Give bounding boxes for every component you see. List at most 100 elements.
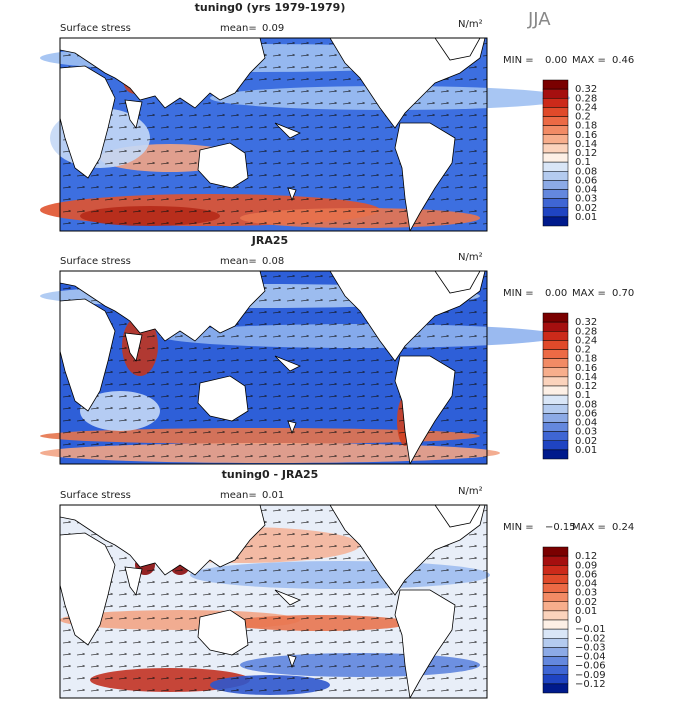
colorbar-swatch <box>542 628 569 639</box>
colorbar-swatch <box>542 592 569 602</box>
colorbar-label: 0.04 <box>575 418 597 429</box>
max-value: 0.46 <box>612 55 634 66</box>
colorbar-label: 0.1 <box>575 157 591 168</box>
colorbar-swatch <box>542 656 569 666</box>
min-value: 0.00 <box>545 55 567 66</box>
colorbar-label: 0.28 <box>575 326 597 337</box>
colorbar-swatch <box>542 665 569 675</box>
colorbar-label: −0.06 <box>575 661 606 672</box>
panel-title: tuning0 (yrs 1979-1979) <box>195 1 346 14</box>
max-value: 0.70 <box>612 288 634 299</box>
colorbar-swatch <box>542 98 569 108</box>
colorbar-swatch <box>542 583 569 593</box>
colorbar-swatch <box>542 422 569 432</box>
max-value: 0.24 <box>612 522 634 533</box>
colorbar-label: 0.03 <box>575 194 597 205</box>
colorbar-swatch <box>542 546 569 557</box>
colorbar-label: 0.14 <box>575 139 597 150</box>
units-label: N/m² <box>458 486 483 497</box>
mean-value: 0.09 <box>262 23 284 34</box>
colorbar-label: 0.1 <box>575 390 591 401</box>
colorbar-swatch <box>542 143 569 154</box>
colorbar-swatch <box>542 349 569 359</box>
map <box>59 504 490 699</box>
colorbar-label: 0.24 <box>575 102 597 113</box>
colorbar-swatch <box>542 125 569 135</box>
colorbar-label: 0.12 <box>575 148 597 159</box>
variable-label: Surface stress <box>60 256 131 267</box>
colorbar-swatch <box>542 134 569 145</box>
colorbar-swatch <box>542 574 569 584</box>
colorbar-swatch <box>542 88 569 99</box>
colorbar-label: 0.18 <box>575 354 597 365</box>
map-frame <box>59 504 488 699</box>
colorbar-label: 0.06 <box>575 569 597 580</box>
colorbar-swatch <box>542 331 569 341</box>
min-label: MIN = <box>503 55 534 66</box>
min-value: 0.00 <box>545 288 567 299</box>
max-label: MAX = <box>572 55 606 66</box>
colorbar-swatch <box>542 216 569 227</box>
panel: tuning0 (yrs 1979-1979) Surface stress mea… <box>40 1 634 232</box>
mean-value: 0.01 <box>262 490 284 501</box>
colorbar-label: 0.04 <box>575 185 597 196</box>
mean-label: mean= <box>220 490 257 501</box>
colorbar-label: 0 <box>575 615 581 626</box>
colorbar-label: 0.02 <box>575 597 597 608</box>
units-label: N/m² <box>458 252 483 263</box>
panel-title: JRA25 <box>251 234 288 247</box>
colorbar-label: −0.12 <box>575 679 606 690</box>
colorbar-swatch <box>542 358 569 368</box>
panel: JRA25 Surface stress mean= 0.08 N/m² MIN = 0.0… <box>40 234 634 465</box>
colorbar-label: 0.2 <box>575 345 591 356</box>
colorbar-swatch <box>542 394 569 405</box>
colorbar-swatch <box>542 619 569 630</box>
mean-label: mean= <box>220 23 257 34</box>
max-label: MAX = <box>572 288 606 299</box>
map-frame <box>59 37 488 232</box>
colorbar-label: −0.03 <box>575 642 606 653</box>
colorbar-swatch <box>542 189 569 199</box>
colorbar-label: 0.16 <box>575 363 597 374</box>
colorbar-label: 0.02 <box>575 203 597 214</box>
colorbar-label: 0.06 <box>575 408 597 419</box>
colorbar-label: 0.03 <box>575 427 597 438</box>
colorbar-swatch <box>542 116 569 126</box>
colorbar: 0.320.280.240.20.180.160.140.120.10.080.… <box>542 79 597 227</box>
colorbar-swatch <box>542 198 569 208</box>
colorbar: 0.120.090.060.040.030.020.010−0.01−0.02−… <box>542 546 606 694</box>
colorbar-label: −0.09 <box>575 670 606 681</box>
colorbar-swatch <box>542 565 569 575</box>
colorbar-label: 0.12 <box>575 551 597 562</box>
colorbar-label: 0.14 <box>575 372 597 383</box>
colorbar-swatch <box>542 376 569 387</box>
colorbar-label: 0.24 <box>575 335 597 346</box>
colorbar-swatch <box>542 683 569 694</box>
colorbar-swatch <box>542 321 569 332</box>
colorbar-label: 0.09 <box>575 560 597 571</box>
colorbar-label: 0.18 <box>575 121 597 132</box>
colorbar-label: −0.01 <box>575 624 606 635</box>
colorbar-swatch <box>542 413 569 423</box>
panel: tuning0 - JRA25 Surface stress mean= 0.01 N/… <box>59 468 634 699</box>
colorbar-swatch <box>542 404 569 414</box>
panel-title: tuning0 - JRA25 <box>222 468 319 481</box>
colorbar-swatch <box>542 555 569 566</box>
colorbar-label: 0.32 <box>575 317 597 328</box>
colorbar-swatch <box>542 107 569 117</box>
colorbar-label: 0.28 <box>575 93 597 104</box>
colorbar-label: 0.08 <box>575 166 597 177</box>
season-label: JJA <box>527 9 551 30</box>
mean-label: mean= <box>220 256 257 267</box>
colorbar-swatch <box>542 340 569 350</box>
colorbar-label: 0.03 <box>575 588 597 599</box>
colorbar-label: 0.01 <box>575 212 597 223</box>
colorbar-swatch <box>542 385 569 396</box>
map <box>40 37 570 232</box>
colorbar-swatch <box>542 440 569 451</box>
colorbar-swatch <box>542 674 569 685</box>
colorbar-label: −0.02 <box>575 633 606 644</box>
colorbar-label: 0.32 <box>575 84 597 95</box>
colorbar-swatch <box>542 647 569 657</box>
